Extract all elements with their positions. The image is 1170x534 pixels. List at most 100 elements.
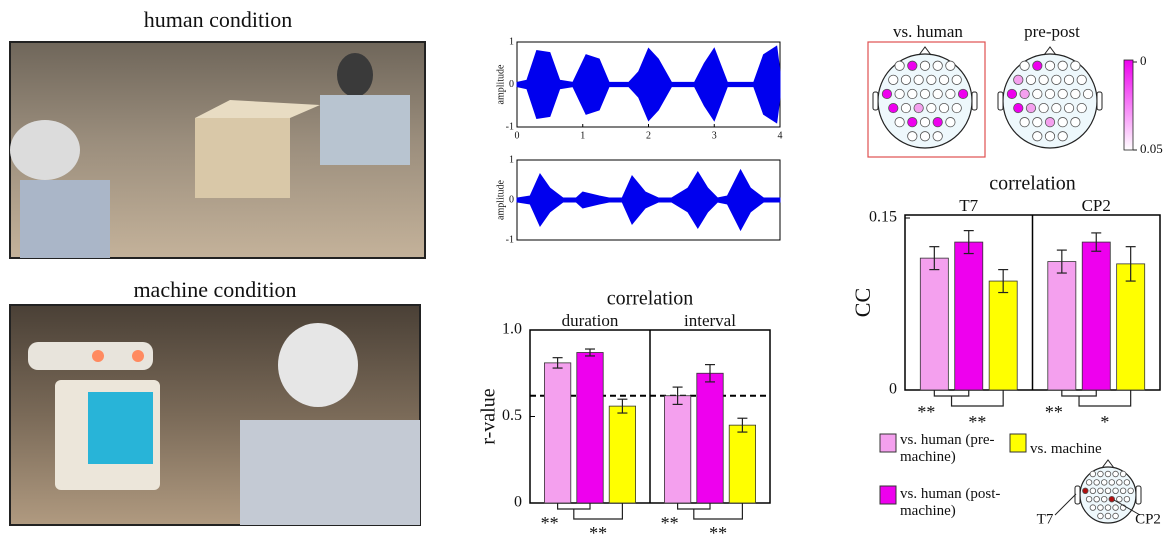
pointer — [1113, 499, 1141, 516]
electrode — [1057, 60, 1068, 71]
error-bar — [1091, 232, 1102, 252]
electrode — [1032, 88, 1043, 100]
electrode — [1104, 504, 1112, 511]
electrode — [900, 102, 912, 114]
electrode — [894, 117, 905, 128]
photo-machine — [9, 304, 421, 526]
electrode — [1070, 60, 1081, 71]
electrode — [1063, 102, 1075, 114]
panel-label: T7 — [959, 196, 978, 215]
electrode — [919, 88, 931, 100]
significance: ** — [1045, 402, 1063, 422]
electrode — [1108, 479, 1115, 486]
electrode — [957, 88, 969, 100]
nose — [918, 46, 932, 56]
ear — [997, 91, 1004, 111]
waveform — [516, 84, 781, 124]
colorbar-tick-label: 0.05 — [1140, 141, 1163, 156]
bar — [728, 424, 757, 504]
bracket — [573, 503, 623, 520]
electrode — [1076, 102, 1087, 114]
electrode — [1044, 88, 1056, 100]
electrode — [1019, 88, 1030, 100]
significance: ** — [968, 412, 986, 432]
electrode — [913, 74, 924, 85]
bar — [919, 257, 949, 391]
highlight-box — [867, 41, 986, 158]
electrode — [1076, 74, 1087, 85]
electrode — [1044, 117, 1056, 128]
electrode — [1082, 88, 1094, 100]
bracket — [677, 503, 711, 510]
bar — [664, 395, 692, 504]
y-tick-label: 0 — [514, 494, 522, 511]
electrode — [1070, 88, 1081, 100]
photo-title: machine condition — [133, 277, 296, 302]
electrode — [1093, 496, 1100, 503]
bracket — [557, 503, 591, 510]
electrode — [932, 60, 943, 71]
electrode — [1057, 117, 1068, 128]
electrode — [907, 60, 918, 71]
error-bar — [737, 417, 748, 433]
electrode — [1112, 470, 1119, 478]
electrode — [1101, 496, 1108, 503]
bar — [576, 352, 604, 504]
electrode — [1019, 60, 1030, 71]
bar — [544, 362, 572, 504]
electrode — [1057, 88, 1068, 100]
ear — [872, 91, 879, 111]
panel-label: interval — [684, 311, 736, 330]
bar — [608, 405, 637, 504]
electrode — [1019, 117, 1030, 128]
electrode-label: CP2 — [1135, 511, 1161, 527]
bar — [988, 280, 1018, 391]
significance: ** — [541, 513, 559, 533]
significance: ** — [661, 513, 679, 533]
electrode — [1038, 74, 1049, 85]
bracket — [933, 390, 970, 397]
legend-label: vs. human (post-machine) — [900, 486, 1001, 519]
bar — [954, 241, 984, 391]
electrode — [932, 131, 943, 142]
electrode — [932, 117, 943, 128]
y-tick-label: 1 — [509, 36, 514, 47]
electrode — [926, 74, 937, 85]
bracket — [1078, 390, 1132, 407]
electrode — [888, 74, 899, 85]
electrode — [1104, 470, 1112, 478]
electrode — [1108, 496, 1115, 503]
electrode — [1085, 496, 1093, 503]
electrode — [1013, 102, 1024, 114]
electrode — [1089, 504, 1097, 511]
legend-swatch — [879, 433, 897, 453]
electrode — [1097, 504, 1104, 511]
electrode — [1104, 512, 1112, 520]
waveform — [516, 168, 781, 201]
electrode — [951, 102, 962, 114]
y-axis-label: amplitude — [495, 64, 506, 105]
panel-label: CP2 — [1082, 196, 1111, 215]
electrode — [907, 131, 918, 142]
pointer — [1054, 493, 1077, 516]
x-tick-label: 1 — [580, 130, 585, 141]
photo-title: human condition — [144, 7, 292, 32]
bar — [1047, 261, 1077, 391]
map-label: pre-post — [1024, 22, 1080, 41]
electrode — [945, 60, 956, 71]
ear — [1096, 91, 1103, 111]
electrode — [1025, 102, 1037, 114]
electrode — [913, 102, 924, 114]
bar — [1116, 263, 1146, 391]
electrode — [1070, 117, 1081, 128]
electrode — [938, 74, 950, 85]
electrode — [907, 88, 918, 100]
electrode — [1093, 479, 1100, 486]
waveform — [516, 199, 781, 232]
chart-title: correlation — [989, 173, 1076, 195]
electrode-label: T7 — [1037, 511, 1054, 527]
electrode — [900, 74, 912, 85]
significance: * — [1100, 412, 1109, 432]
electrode — [1097, 487, 1104, 494]
